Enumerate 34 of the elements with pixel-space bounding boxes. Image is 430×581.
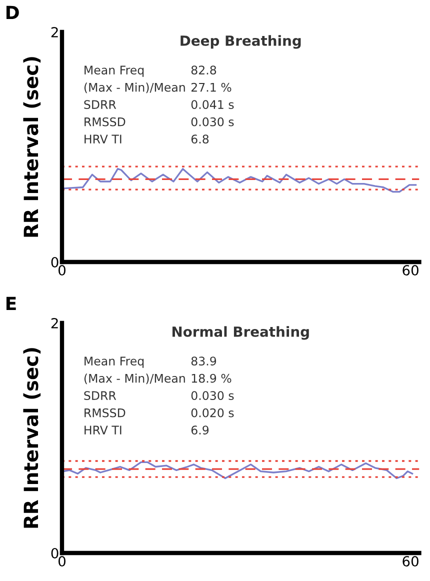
- annotation: RMSSD: [84, 408, 126, 418]
- annotation: 6.8: [191, 134, 209, 144]
- annotation: 6.9: [191, 426, 209, 435]
- annotation: HRV TI: [84, 426, 122, 434]
- annotation: HRV TI: [84, 134, 122, 144]
- y-tick-label: 0: [51, 256, 58, 268]
- chart-title: Deep Breathing: [180, 35, 301, 49]
- annotation: Mean Freq: [84, 66, 144, 77]
- line-series: [62, 461, 414, 480]
- y-axis-title: RR Interval (sec): [23, 348, 41, 528]
- annotation: 0.030 s: [191, 117, 234, 126]
- annotation: RMSSD: [84, 117, 126, 126]
- y-axis-title: RR Interval (sec): [23, 57, 41, 237]
- y-tick-label: 2: [51, 318, 58, 328]
- x-tick-label: 60: [402, 265, 418, 276]
- annotation: SDRR: [84, 100, 116, 110]
- annotation: 83.9: [191, 356, 216, 366]
- x-tick-label: 60: [402, 556, 418, 567]
- annotation: 18.9 %: [192, 374, 232, 383]
- annotation: 27.1 %: [191, 82, 232, 92]
- annotation: 82.8: [191, 66, 216, 75]
- y-tick-label: 2: [51, 26, 58, 38]
- annotation: 0.020 s: [191, 408, 234, 418]
- annotation: SDRR: [84, 391, 116, 400]
- annotation: 0.041 s: [191, 100, 234, 110]
- text: E: [6, 296, 16, 310]
- annotation: Mean Freq: [84, 356, 144, 368]
- y-tick-label: 0: [51, 548, 58, 558]
- annotation: 0.030 s: [191, 391, 234, 400]
- text: D: [6, 6, 19, 20]
- annotation: (Max - Min)/Mean: [84, 374, 185, 384]
- line-series: [62, 168, 417, 193]
- chart-title: Normal Breathing: [172, 326, 309, 340]
- annotation: (Max - Min)/Mean: [84, 82, 185, 94]
